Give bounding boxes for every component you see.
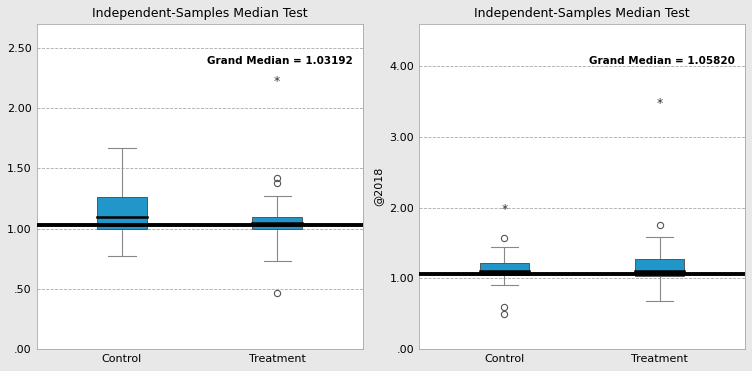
Text: *: * bbox=[656, 96, 663, 109]
Title: Independent-Samples Median Test: Independent-Samples Median Test bbox=[475, 7, 690, 20]
Text: Grand Median = 1.05820: Grand Median = 1.05820 bbox=[590, 56, 735, 66]
Title: Independent-Samples Median Test: Independent-Samples Median Test bbox=[92, 7, 308, 20]
Bar bbox=[97, 197, 147, 229]
Y-axis label: @2018: @2018 bbox=[374, 167, 384, 206]
Bar bbox=[635, 259, 684, 276]
Text: Grand Median = 1.03192: Grand Median = 1.03192 bbox=[207, 56, 353, 66]
Text: *: * bbox=[274, 75, 280, 88]
Text: *: * bbox=[502, 203, 508, 216]
Bar bbox=[480, 263, 529, 275]
Bar bbox=[253, 217, 302, 229]
